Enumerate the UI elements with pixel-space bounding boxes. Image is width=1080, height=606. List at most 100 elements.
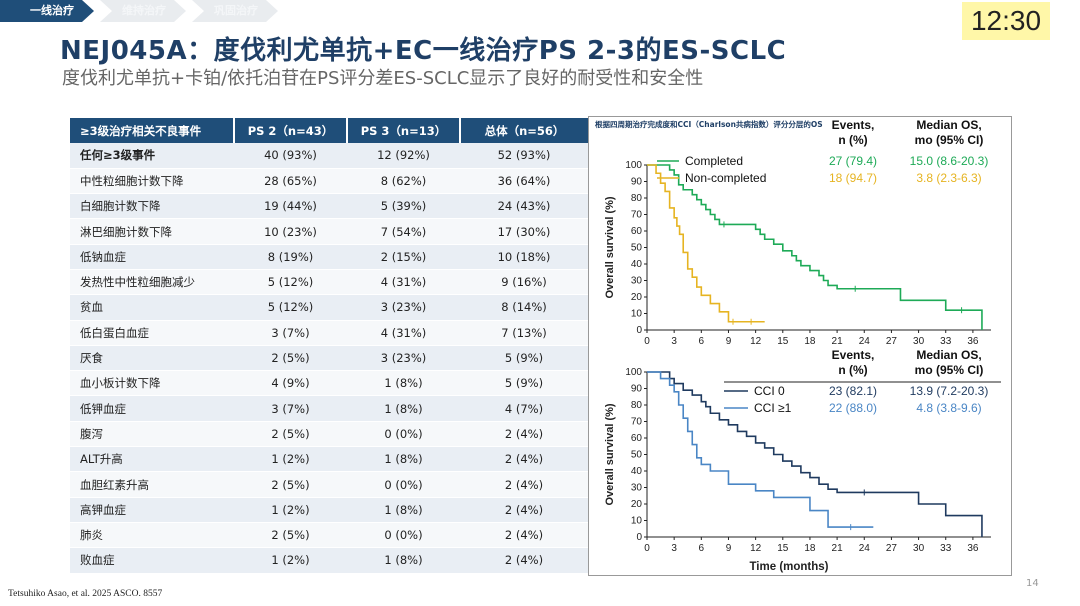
row-value: 8 (14%): [460, 294, 588, 321]
events-value: 27 (79.4): [829, 154, 877, 168]
legend-label: CCI ≥1: [754, 401, 792, 415]
row-value: 2 (5%): [234, 471, 347, 498]
x-tick-label: 21: [832, 543, 844, 554]
x-tick-label: 0: [644, 543, 650, 554]
row-value: 2 (4%): [460, 522, 588, 549]
y-tick-label: 40: [631, 466, 643, 477]
y-tick-label: 100: [625, 160, 642, 171]
events-header: Events,: [832, 118, 875, 132]
events-value: 18 (94.7): [829, 171, 877, 185]
x-tick-label: 9: [726, 543, 732, 554]
breadcrumb: 一线治疗 维持治疗 巩固治疗: [0, 0, 284, 22]
header-event: ≥3级治疗相关不良事件: [70, 118, 235, 143]
row-value: 8 (19%): [234, 244, 347, 270]
y-axis-label: Overall survival (%): [604, 196, 616, 298]
table-row: 低白蛋白血症 3 (7%) 4 (31%) 7 (13%): [70, 320, 588, 346]
x-tick-label: 18: [804, 336, 816, 347]
x-tick-label: 12: [750, 336, 762, 347]
y-tick-label: 90: [631, 384, 643, 395]
median-os-value: 15.0 (8.6-20.3): [910, 154, 989, 168]
events-value: 22 (88.0): [829, 401, 877, 415]
row-value: 0 (0%): [347, 522, 460, 549]
row-value: 4 (7%): [460, 395, 588, 422]
x-tick-label: 15: [777, 543, 789, 554]
y-axis-label: Overall survival (%): [604, 403, 616, 505]
x-tick-label: 3: [671, 336, 677, 347]
row-label: 肺炎: [70, 522, 234, 549]
table-row: 血胆红素升高 2 (5%) 0 (0%) 2 (4%): [70, 471, 588, 498]
row-label: 低钾血症: [70, 395, 234, 422]
median-os-header: Median OS,: [916, 118, 981, 132]
y-tick-label: 20: [631, 499, 643, 510]
row-label: 淋巴细胞计数下降: [70, 218, 234, 245]
row-value: 5 (9%): [460, 370, 588, 397]
row-label: 发热性中性粒细胞减少: [70, 269, 234, 296]
breadcrumb-item-consolidation[interactable]: 巩固治疗: [192, 0, 278, 22]
slide-title: NEJ045A：度伐利尤单抗+EC一线治疗PS 2-3的ES-SCLC: [60, 36, 787, 66]
x-tick-label: 9: [726, 336, 732, 347]
row-value: 0 (0%): [347, 471, 460, 498]
row-value: 2 (4%): [460, 421, 588, 448]
citation: Tetsuhiko Asao, et al. 2025 ASCO. 8557: [8, 589, 163, 599]
page-number: 14: [1026, 578, 1039, 589]
row-label: 任何≥3级事件: [70, 143, 234, 169]
row-value: 5 (12%): [234, 294, 347, 321]
km-curve-b: [647, 164, 765, 323]
row-value: 2 (4%): [460, 446, 588, 473]
x-tick-label: 24: [859, 336, 871, 347]
row-value: 19 (44%): [234, 193, 347, 220]
row-value: 12 (92%): [347, 143, 460, 169]
events-subheader: n (%): [838, 363, 867, 377]
row-value: 28 (65%): [234, 168, 347, 195]
y-tick-label: 40: [631, 259, 643, 270]
x-tick-label: 33: [940, 336, 952, 347]
x-tick-label: 33: [940, 543, 952, 554]
row-value: 3 (7%): [234, 395, 347, 422]
table-row: 贫血 5 (12%) 3 (23%) 8 (14%): [70, 294, 588, 321]
median-os-header: Median OS,: [916, 348, 981, 362]
x-tick-label: 36: [967, 336, 979, 347]
breadcrumb-item-first-line[interactable]: 一线治疗: [0, 0, 94, 22]
y-tick-label: 70: [631, 417, 643, 428]
table-row: 中性粒细胞计数下降 28 (65%) 8 (62%) 36 (64%): [70, 168, 588, 195]
x-tick-label: 30: [913, 336, 925, 347]
table-row: 血小板计数下降 4 (9%) 1 (8%) 5 (9%): [70, 370, 588, 397]
x-tick-label: 30: [913, 543, 925, 554]
y-tick-label: 80: [631, 400, 643, 411]
row-label: 厌食: [70, 345, 234, 372]
table-row: 发热性中性粒细胞减少 5 (12%) 4 (31%) 9 (16%): [70, 269, 588, 296]
row-value: 7 (13%): [460, 320, 588, 346]
row-value: 1 (2%): [234, 446, 347, 473]
x-tick-label: 6: [699, 543, 705, 554]
table-row: 败血症 1 (2%) 1 (8%) 2 (4%): [70, 547, 588, 574]
table-row: 低钾血症 3 (7%) 1 (8%) 4 (7%): [70, 395, 588, 422]
row-value: 4 (31%): [347, 320, 460, 346]
row-value: 1 (2%): [234, 547, 347, 574]
x-tick-label: 24: [859, 543, 871, 554]
table-row: 低钠血症 8 (19%) 2 (15%) 10 (18%): [70, 244, 588, 270]
breadcrumb-item-maintenance[interactable]: 维持治疗: [100, 0, 186, 22]
row-value: 10 (23%): [234, 218, 347, 245]
row-value: 1 (8%): [347, 395, 460, 422]
median-os-value: 13.9 (7.2-20.3): [910, 384, 989, 398]
events-value: 23 (82.1): [829, 384, 877, 398]
x-tick-label: 3: [671, 543, 677, 554]
x-tick-label: 27: [886, 543, 898, 554]
row-value: 4 (31%): [347, 269, 460, 296]
row-value: 0 (0%): [347, 421, 460, 448]
y-tick-label: 50: [631, 450, 643, 461]
row-value: 52 (93%): [460, 143, 588, 169]
y-tick-label: 10: [631, 516, 643, 527]
x-tick-label: 18: [804, 543, 816, 554]
y-tick-label: 70: [631, 210, 643, 221]
row-value: 9 (16%): [460, 269, 588, 296]
y-tick-label: 90: [631, 177, 643, 188]
legend-label: Non-completed: [685, 171, 766, 185]
y-tick-label: 100: [625, 367, 642, 378]
row-label: 腹泻: [70, 421, 234, 448]
table-row: 白细胞计数下降 19 (44%) 5 (39%) 24 (43%): [70, 193, 588, 220]
row-value: 2 (4%): [460, 497, 588, 523]
y-tick-label: 20: [631, 292, 643, 303]
table-row: 肺炎 2 (5%) 0 (0%) 2 (4%): [70, 522, 588, 549]
x-tick-label: 12: [750, 543, 762, 554]
